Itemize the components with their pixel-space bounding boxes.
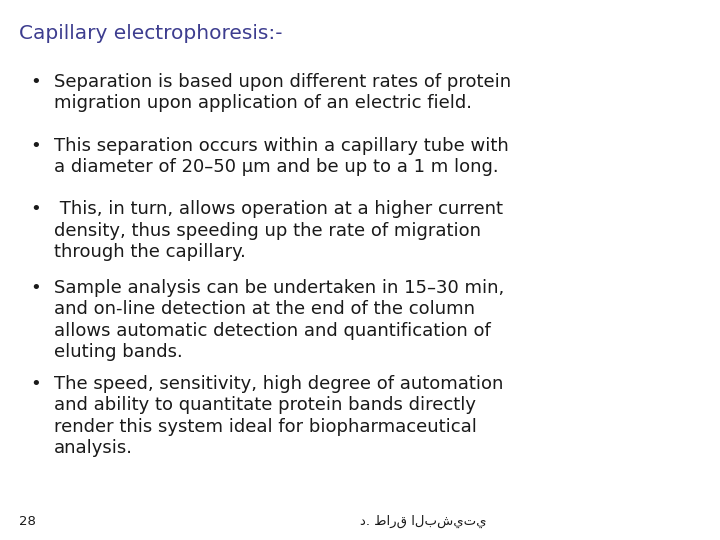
Text: •: • (30, 137, 41, 154)
Text: The speed, sensitivity, high degree of automation
and ability to quantitate prot: The speed, sensitivity, high degree of a… (54, 375, 503, 457)
Text: •: • (30, 375, 41, 393)
Text: 28: 28 (19, 515, 36, 528)
Text: Sample analysis can be undertaken in 15–30 min,
and on-line detection at the end: Sample analysis can be undertaken in 15–… (54, 279, 504, 361)
Text: د. طارق البشيتي: د. طارق البشيتي (360, 515, 487, 528)
Text: •: • (30, 200, 41, 218)
Text: Separation is based upon different rates of protein
migration upon application o: Separation is based upon different rates… (54, 73, 511, 112)
Text: This, in turn, allows operation at a higher current
density, thus speeding up th: This, in turn, allows operation at a hig… (54, 200, 503, 261)
Text: •: • (30, 73, 41, 91)
Text: Capillary electrophoresis:-: Capillary electrophoresis:- (19, 24, 283, 43)
Text: •: • (30, 279, 41, 296)
Text: This separation occurs within a capillary tube with
a diameter of 20–50 μm and b: This separation occurs within a capillar… (54, 137, 509, 176)
